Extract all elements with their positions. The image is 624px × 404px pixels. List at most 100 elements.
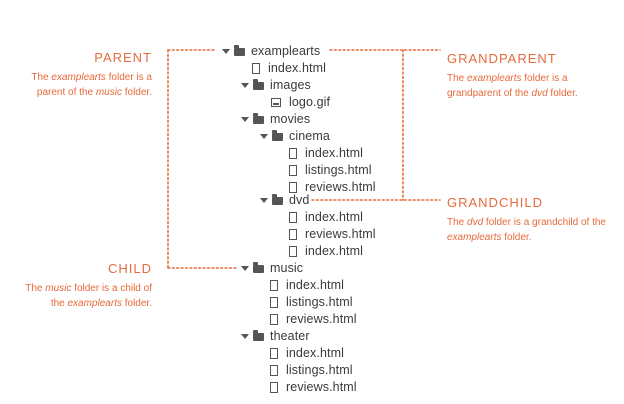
- file-label: listings.html: [286, 295, 353, 309]
- file-icon: [289, 147, 297, 159]
- note-emphasis: music: [95, 87, 122, 98]
- file-label: index.html: [305, 244, 363, 258]
- folder-icon: [253, 79, 264, 90]
- file-label: listings.html: [286, 363, 353, 377]
- tree-file[interactable]: index.html: [252, 60, 326, 76]
- note-emphasis: examplearts: [67, 298, 122, 309]
- grandparent-annotation: GRANDPARENT The examplearts folder is a …: [447, 51, 607, 101]
- folder-icon: [272, 194, 283, 205]
- tree-file[interactable]: listings.html: [270, 294, 353, 310]
- parent-title: PARENT: [94, 50, 152, 65]
- file-label: listings.html: [305, 163, 372, 177]
- tree-file-image[interactable]: logo.gif: [271, 94, 330, 110]
- chevron-down-icon[interactable]: [260, 197, 268, 203]
- note-text: folder.: [121, 87, 152, 98]
- tree-file[interactable]: index.html: [270, 277, 344, 293]
- file-icon: [289, 164, 297, 176]
- folder-icon: [234, 45, 245, 56]
- note-emphasis: examplearts: [51, 72, 106, 83]
- note-text: folder is a grandchild of the: [483, 217, 606, 228]
- file-icon: [289, 181, 297, 193]
- file-label: logo.gif: [289, 95, 331, 109]
- parent-annotation: PARENT The examplearts folder is a paren…: [10, 50, 152, 100]
- chevron-down-icon[interactable]: [241, 265, 249, 271]
- folder-icon: [272, 130, 283, 141]
- file-icon: [270, 279, 278, 291]
- note-emphasis: dvd: [467, 217, 484, 228]
- folder-label: examplearts: [251, 44, 321, 58]
- note-text: folder is a child of the: [50, 283, 152, 309]
- folder-label: images: [270, 78, 311, 92]
- tree-file[interactable]: reviews.html: [270, 311, 357, 327]
- file-icon: [289, 245, 297, 257]
- file-label: reviews.html: [286, 380, 357, 394]
- image-file-icon: [271, 97, 281, 107]
- file-label: reviews.html: [286, 312, 357, 326]
- file-label: index.html: [286, 278, 344, 292]
- tree-file[interactable]: reviews.html: [270, 379, 357, 395]
- tree-folder-cinema[interactable]: cinema: [260, 128, 330, 144]
- file-icon: [252, 62, 260, 74]
- file-icon: [289, 228, 297, 240]
- note-emphasis: dvd: [531, 88, 548, 99]
- folder-label: movies: [270, 112, 311, 126]
- tree-file[interactable]: reviews.html: [289, 179, 376, 195]
- folder-icon: [253, 113, 264, 124]
- tree-file[interactable]: reviews.html: [289, 226, 376, 242]
- file-label: index.html: [268, 61, 326, 75]
- note-text: The: [25, 283, 46, 294]
- tree-file[interactable]: index.html: [270, 345, 344, 361]
- folder-label: theater: [270, 329, 310, 343]
- tree-folder-movies[interactable]: movies: [241, 111, 310, 127]
- note-text: folder.: [547, 88, 578, 99]
- note-text: folder.: [121, 298, 152, 309]
- folder-label: music: [270, 261, 304, 275]
- tree-file[interactable]: index.html: [289, 243, 363, 259]
- note-text: The: [31, 72, 52, 83]
- tree-file[interactable]: listings.html: [270, 362, 353, 378]
- file-icon: [270, 296, 278, 308]
- file-icon: [289, 211, 297, 223]
- chevron-down-icon[interactable]: [241, 116, 249, 122]
- folder-label: cinema: [289, 129, 330, 143]
- tree-folder-music[interactable]: music: [241, 260, 303, 276]
- file-label: reviews.html: [305, 180, 376, 194]
- grandchild-title: GRANDCHILD: [447, 195, 543, 210]
- tree-folder-dvd[interactable]: dvd: [260, 192, 309, 208]
- note-text: folder.: [501, 232, 532, 243]
- chevron-down-icon[interactable]: [222, 48, 230, 54]
- child-title: CHILD: [107, 261, 152, 276]
- child-annotation: CHILD The music folder is a child of the…: [10, 261, 152, 311]
- chevron-down-icon[interactable]: [241, 333, 249, 339]
- grandchild-annotation: GRANDCHILD The dvd folder is a grandchil…: [447, 195, 607, 245]
- tree-file[interactable]: listings.html: [289, 162, 372, 178]
- folder-label: dvd: [289, 193, 310, 207]
- grandparent-title: GRANDPARENT: [447, 51, 557, 66]
- tree-folder-theater[interactable]: theater: [241, 328, 310, 344]
- note-emphasis: examplearts: [467, 73, 522, 84]
- tree-folder-examplearts[interactable]: examplearts: [222, 43, 320, 59]
- note-emphasis: examplearts: [447, 232, 502, 243]
- note-text: The: [447, 73, 468, 84]
- note-text: folder is a parent of the: [36, 72, 152, 98]
- tree-file[interactable]: index.html: [289, 145, 363, 161]
- file-icon: [270, 381, 278, 393]
- note-emphasis: music: [45, 283, 72, 294]
- chevron-down-icon[interactable]: [241, 82, 249, 88]
- file-label: index.html: [305, 146, 363, 160]
- file-label: index.html: [286, 346, 344, 360]
- file-label: index.html: [305, 210, 363, 224]
- file-icon: [270, 313, 278, 325]
- file-icon: [270, 364, 278, 376]
- folder-icon: [253, 262, 264, 273]
- chevron-down-icon[interactable]: [260, 133, 268, 139]
- file-icon: [270, 347, 278, 359]
- file-label: reviews.html: [305, 227, 376, 241]
- note-text: The: [447, 217, 468, 228]
- tree-folder-images[interactable]: images: [241, 77, 311, 93]
- note-text: folder is a grandparent of the: [447, 73, 568, 99]
- folder-icon: [253, 330, 264, 341]
- tree-file[interactable]: index.html: [289, 209, 363, 225]
